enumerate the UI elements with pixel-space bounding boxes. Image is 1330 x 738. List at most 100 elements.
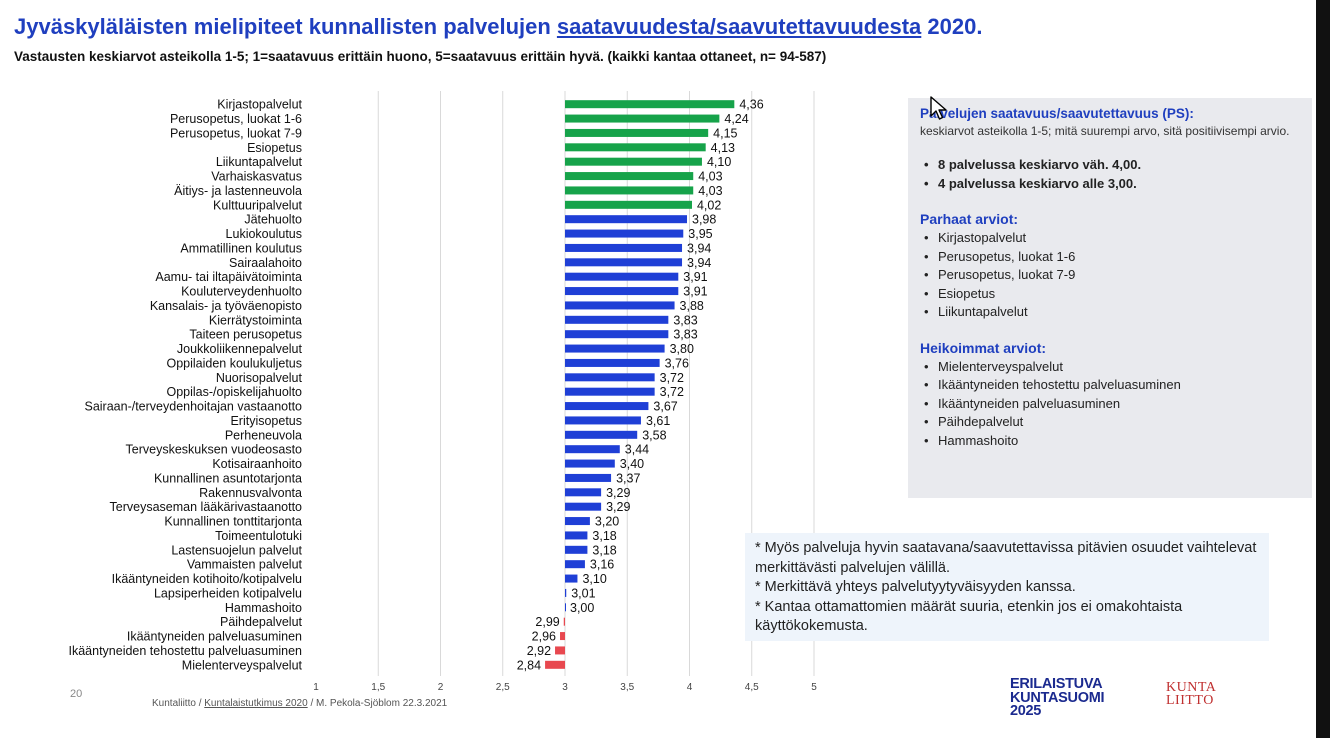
note-3: * Kantaa ottamattomien määrät suuria, et… xyxy=(755,598,1183,635)
category-label: Perusopetus, luokat 7-9 xyxy=(170,126,302,140)
worst-title: Heikoimmat arviot: xyxy=(920,339,1047,356)
value-label: 3,72 xyxy=(660,371,684,385)
category-label: Kierrätystoiminta xyxy=(209,313,302,327)
x-tick-label: 4,5 xyxy=(745,682,759,693)
category-label: Hammashoito xyxy=(225,601,302,615)
bar xyxy=(565,114,720,123)
value-label: 3,94 xyxy=(687,256,711,270)
note-1: * Myös palveluja hyvin saatavana/saavute… xyxy=(755,540,1257,576)
category-label: Erityisopetus xyxy=(230,414,302,428)
x-tick-label: 3,5 xyxy=(620,682,634,693)
value-label: 3,37 xyxy=(616,471,640,485)
bar xyxy=(565,603,566,612)
value-label: 3,88 xyxy=(680,299,704,313)
category-label: Äitiys- ja lastenneuvola xyxy=(174,184,302,198)
value-label: 2,96 xyxy=(532,630,556,644)
source-link[interactable]: Kuntalaistutkimus 2020 xyxy=(204,698,308,709)
category-label: Jätehuolto xyxy=(244,213,302,227)
worst-list: Mielenterveyspalvelut Ikääntyneiden teho… xyxy=(920,358,1300,451)
title-underlined: saatavuudesta/saavutettavuudesta xyxy=(556,14,922,39)
page-number: 20 xyxy=(70,688,83,700)
category-label: Nuorisopalvelut xyxy=(216,371,303,385)
category-label: Lastensuojelun palvelut xyxy=(171,543,302,557)
category-label: Oppilas-/opiskelijahuolto xyxy=(167,385,303,399)
info-key-1: 8 palvelussa keskiarvo väh. 4,00. xyxy=(920,156,1300,175)
value-label: 3,94 xyxy=(687,241,711,255)
bar xyxy=(560,632,565,641)
category-label: Kunnallinen tonttitarjonta xyxy=(164,515,302,529)
bar xyxy=(565,358,660,367)
value-label: 3,10 xyxy=(582,572,606,586)
best-item: Perusopetus, luokat 1-6 xyxy=(920,248,1300,267)
bar xyxy=(565,502,602,511)
value-label: 3,80 xyxy=(670,342,694,356)
worst-item: Mielenterveyspalvelut xyxy=(920,358,1300,377)
x-tick-label: 3 xyxy=(562,682,568,693)
bar xyxy=(565,560,585,569)
info-sub: keskiarvot asteikolla 1-5; mitä suurempi… xyxy=(920,124,1290,138)
category-label: Sairaalahoito xyxy=(229,256,302,270)
bar xyxy=(565,243,683,252)
x-tick-label: 5 xyxy=(811,682,817,693)
worst-item: Päihdepalvelut xyxy=(920,413,1300,432)
category-label: Lapsiperheiden kotipalvelu xyxy=(154,586,302,600)
bar xyxy=(565,488,602,497)
x-tick-label: 1 xyxy=(313,682,319,693)
bar xyxy=(565,531,588,540)
value-label: 2,84 xyxy=(517,658,541,672)
value-label: 4,03 xyxy=(698,184,722,198)
bar xyxy=(565,416,641,425)
value-label: 3,00 xyxy=(570,601,594,615)
bar xyxy=(565,402,649,411)
bar xyxy=(565,387,655,396)
value-label: 3,61 xyxy=(646,414,670,428)
category-label: Vammaisten palvelut xyxy=(187,558,303,572)
value-label: 4,15 xyxy=(713,126,737,140)
category-label: Ikääntyneiden tehostettu palveluasuminen xyxy=(69,644,303,658)
bar xyxy=(565,272,679,281)
bar xyxy=(565,172,694,181)
category-label: Aamu- tai iltapäivätoiminta xyxy=(155,270,302,284)
bar xyxy=(565,229,684,238)
info-heading: Palvelujen saatavuus/saavutettavuus (PS)… xyxy=(920,106,1194,121)
category-label: Perusopetus, luokat 1-6 xyxy=(170,112,302,126)
x-tick-label: 4 xyxy=(687,682,693,693)
category-label: Kunnallinen asuntotarjonta xyxy=(154,471,302,485)
value-label: 3,76 xyxy=(665,356,689,370)
value-label: 3,29 xyxy=(606,486,630,500)
bar xyxy=(565,200,692,209)
value-label: 3,98 xyxy=(692,213,716,227)
category-label: Kotisairaanhoito xyxy=(212,457,302,471)
bar xyxy=(565,186,694,195)
value-label: 3,29 xyxy=(606,500,630,514)
category-label: Lukiokoulutus xyxy=(226,227,302,241)
category-label: Terveysaseman lääkärivastaanotto xyxy=(110,500,303,514)
value-label: 3,91 xyxy=(683,270,707,284)
erilaistuva-kuntasuomi-logo: ERILAISTUVA KUNTASUOMI 2025 xyxy=(1010,676,1105,719)
value-label: 4,24 xyxy=(724,112,748,126)
bar xyxy=(565,128,709,137)
bar xyxy=(565,143,706,152)
bar xyxy=(565,258,683,267)
category-label: Ammatillinen koulutus xyxy=(180,241,302,255)
bar-chart: 1 1,5 2 2,5 3 3,5 4 4,5 5 Kirjastopalvelut 4,36 Per… xyxy=(69,91,817,693)
value-label: 3,20 xyxy=(595,515,619,529)
value-label: 3,58 xyxy=(642,428,666,442)
info-key-list: 8 palvelussa keskiarvo väh. 4,00. 4 palv… xyxy=(920,156,1300,193)
category-label: Sairaan-/terveydenhoitajan vastaanotto xyxy=(84,400,302,414)
value-label: 3,83 xyxy=(673,313,697,327)
category-label: Kouluterveydenhuolto xyxy=(181,285,302,299)
bar xyxy=(565,588,567,597)
x-tick-label: 2 xyxy=(438,682,444,693)
bar xyxy=(565,157,702,166)
bar xyxy=(565,100,735,109)
category-label: Mielenterveyspalvelut xyxy=(182,658,303,672)
category-label: Perheneuvola xyxy=(225,428,302,442)
value-label: 3,72 xyxy=(660,385,684,399)
window-edge xyxy=(1316,0,1330,738)
value-label: 3,40 xyxy=(620,457,644,471)
best-item: Esiopetus xyxy=(920,285,1300,304)
bar xyxy=(563,617,565,626)
value-label: 3,44 xyxy=(625,443,649,457)
category-label: Esiopetus xyxy=(247,141,302,155)
